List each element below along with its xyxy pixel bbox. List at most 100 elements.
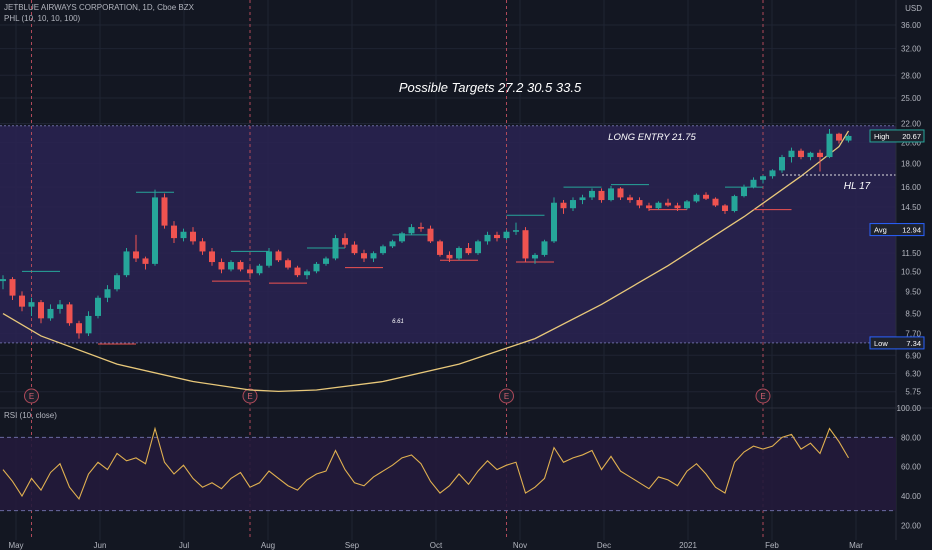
candle-body: [38, 302, 44, 319]
candle-body: [342, 238, 348, 245]
candle-body: [180, 231, 187, 239]
earnings-marker-label: E: [504, 392, 509, 401]
earnings-marker-icon: [499, 388, 514, 404]
candle-body: [703, 194, 709, 199]
candle-body: [836, 133, 842, 141]
price-tick-label: 36.00: [901, 21, 922, 30]
candle-body: [779, 157, 785, 171]
candle-body: [845, 135, 852, 141]
candle-body: [655, 202, 662, 209]
candle-body: [209, 251, 215, 263]
candle-body: [152, 197, 158, 264]
candle-body: [266, 251, 272, 266]
candle-body: [171, 225, 177, 239]
candle-body: [788, 150, 795, 158]
candle-body: [133, 251, 139, 259]
candle-body: [636, 200, 643, 206]
candle-body: [399, 233, 405, 242]
price-label-name: Low: [874, 339, 888, 348]
time-tick-label: Nov: [513, 541, 527, 550]
candle-body: [351, 244, 358, 254]
candle-body: [85, 315, 92, 334]
price-label-value: 20.67: [902, 132, 921, 141]
price-tick-label: 32.00: [901, 45, 922, 54]
rsi-tick-label: 60.00: [901, 463, 922, 472]
candle-body: [275, 251, 282, 261]
candle-body: [551, 202, 557, 242]
price-tick-label: 8.50: [905, 310, 921, 319]
candle-body: [370, 253, 377, 259]
time-tick-label: Feb: [765, 541, 779, 550]
rsi-title: RSI (10, close): [4, 411, 57, 420]
candle-body: [332, 238, 339, 259]
price-tick-label: 9.50: [905, 287, 921, 296]
price-tick-label: 16.00: [901, 183, 922, 192]
candle-body: [693, 194, 700, 202]
price-label-box: [869, 223, 925, 237]
candle-body: [228, 262, 234, 270]
candle-body: [418, 227, 424, 229]
candle-body: [294, 267, 301, 276]
rsi-tick-label: 80.00: [901, 433, 922, 442]
candle-body: [484, 234, 491, 242]
candle-body: [560, 202, 567, 209]
currency-label: USD: [905, 4, 922, 13]
price-label-box: [869, 129, 925, 143]
center-value-annotation: 6.61: [392, 319, 404, 325]
candle-body: [66, 304, 73, 324]
price-tick-label: 6.90: [905, 351, 921, 360]
time-tick-label: May: [8, 541, 23, 550]
candle-body: [465, 248, 472, 254]
targets-annotation: Possible Targets 27.2 30.5 33.5: [399, 80, 582, 95]
candle-body: [456, 248, 462, 259]
candle-body: [817, 152, 823, 158]
candle-body: [256, 265, 263, 274]
price-tick-label: 5.75: [905, 388, 921, 397]
candle-body: [218, 262, 225, 270]
candle-body: [532, 254, 538, 259]
candle-body: [199, 241, 206, 252]
candle-body: [19, 295, 25, 307]
price-tick-label: 20.00: [901, 139, 922, 148]
candle-body: [76, 323, 82, 334]
price-tick-label: 10.50: [901, 267, 922, 276]
price-tick-label: 22.00: [901, 119, 922, 128]
candle-body: [313, 263, 320, 272]
rsi-tick-label: 40.00: [901, 492, 922, 501]
candle-body: [437, 241, 443, 255]
time-tick-label: Jun: [94, 541, 107, 550]
candle-body: [104, 289, 111, 298]
time-axis-bg: [0, 540, 932, 550]
earnings-marker-label: E: [247, 392, 252, 401]
price-label-value: 12.94: [902, 226, 921, 235]
candle-body: [541, 241, 548, 255]
long-entry-annotation: LONG ENTRY 21.75: [608, 132, 696, 143]
candle-body: [608, 188, 614, 201]
price-label-name: High: [874, 132, 889, 141]
cup-curve: [2, 130, 850, 393]
candle-body: [28, 302, 35, 307]
price-tick-label: 6.30: [905, 369, 921, 378]
candle-body: [446, 254, 453, 259]
candle-body: [807, 152, 814, 158]
candle-body: [475, 241, 481, 254]
candle-body: [95, 297, 101, 316]
rsi-tick-label: 20.00: [901, 521, 922, 530]
candle-body: [722, 205, 728, 212]
candle-body: [674, 205, 681, 209]
earnings-marker-label: E: [29, 392, 34, 401]
candle-body: [579, 197, 586, 201]
time-tick-label: Dec: [597, 541, 611, 550]
candle-body: [617, 188, 624, 198]
hl-annotation: HL 17: [844, 181, 871, 192]
candle-body: [798, 150, 804, 158]
candle-body: [285, 260, 291, 268]
candle-body: [47, 308, 54, 319]
candle-body: [494, 234, 500, 239]
shaded-band: [0, 125, 896, 343]
candle-body: [750, 179, 757, 188]
candle-body: [503, 231, 510, 239]
price-tick-label: 11.50: [902, 249, 922, 258]
